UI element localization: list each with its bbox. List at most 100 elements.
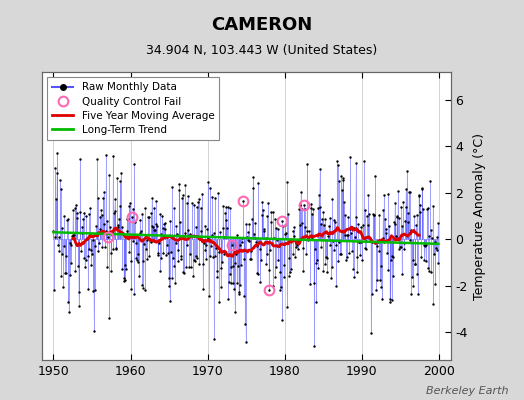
Point — [83, 235, 91, 242]
Point — [343, 232, 352, 238]
Point — [338, 187, 346, 194]
Point — [257, 212, 266, 218]
Point — [276, 269, 284, 275]
Point — [250, 231, 258, 238]
Point — [110, 210, 118, 216]
Point — [188, 233, 196, 239]
Point — [367, 290, 376, 297]
Point — [170, 263, 179, 270]
Point — [49, 228, 58, 234]
Point — [413, 290, 422, 297]
Point — [432, 247, 441, 253]
Point — [174, 180, 183, 187]
Point — [344, 214, 353, 220]
Point — [191, 258, 199, 264]
Point — [113, 175, 121, 182]
Point — [416, 202, 424, 208]
Point — [179, 269, 188, 275]
Point — [193, 255, 201, 261]
Point — [262, 260, 270, 267]
Point — [67, 260, 75, 266]
Point — [81, 212, 90, 219]
Point — [134, 251, 142, 258]
Point — [408, 274, 416, 280]
Point — [392, 214, 401, 220]
Point — [370, 240, 379, 246]
Point — [423, 205, 431, 212]
Point — [402, 204, 410, 211]
Point — [233, 280, 241, 286]
Point — [333, 158, 341, 164]
Point — [125, 249, 133, 256]
Point — [248, 185, 257, 191]
Point — [108, 232, 116, 239]
Point — [209, 254, 217, 260]
Point — [424, 264, 432, 271]
Point — [154, 250, 162, 256]
Point — [185, 231, 194, 238]
Point — [230, 286, 238, 292]
Point — [355, 239, 364, 245]
Point — [407, 291, 415, 297]
Point — [253, 243, 261, 249]
Point — [203, 226, 211, 233]
Point — [268, 241, 276, 247]
Point — [234, 291, 243, 298]
Point — [354, 220, 362, 227]
Text: Berkeley Earth: Berkeley Earth — [426, 386, 508, 396]
Point — [192, 253, 200, 259]
Point — [112, 245, 121, 252]
Point — [389, 254, 398, 260]
Point — [319, 208, 328, 215]
Point — [346, 154, 355, 160]
Point — [91, 243, 100, 249]
Point — [101, 152, 110, 158]
Point — [217, 259, 226, 266]
Point — [398, 271, 406, 278]
Point — [227, 264, 235, 270]
Point — [71, 268, 79, 274]
Point — [361, 245, 369, 251]
Point — [211, 252, 219, 259]
Point — [238, 239, 247, 245]
Point — [57, 185, 65, 192]
Point — [198, 191, 206, 197]
Text: 34.904 N, 103.443 W (United States): 34.904 N, 103.443 W (United States) — [146, 44, 378, 57]
Point — [395, 215, 403, 222]
Point — [73, 215, 81, 221]
Point — [162, 234, 171, 241]
Point — [388, 253, 396, 260]
Point — [281, 222, 289, 228]
Point — [347, 247, 356, 254]
Point — [339, 177, 347, 183]
Point — [296, 202, 304, 208]
Point — [426, 178, 434, 184]
Point — [135, 217, 144, 223]
Point — [196, 234, 204, 240]
Point — [256, 278, 265, 285]
Point — [136, 230, 145, 236]
Point — [321, 260, 330, 267]
Point — [85, 211, 93, 217]
Point — [95, 240, 103, 246]
Point — [109, 246, 117, 252]
Point — [352, 214, 361, 220]
Point — [142, 246, 150, 252]
Point — [390, 200, 399, 206]
Point — [193, 204, 202, 210]
Point — [342, 254, 351, 260]
Point — [228, 263, 237, 269]
Point — [177, 253, 185, 260]
Point — [351, 160, 359, 166]
Point — [137, 228, 145, 234]
Point — [263, 213, 271, 219]
Point — [207, 242, 215, 249]
Point — [266, 247, 274, 254]
Point — [377, 262, 386, 269]
Point — [220, 234, 228, 240]
Point — [247, 255, 256, 262]
Point — [129, 291, 138, 298]
Point — [180, 270, 188, 276]
Point — [165, 274, 173, 281]
Point — [292, 240, 301, 246]
